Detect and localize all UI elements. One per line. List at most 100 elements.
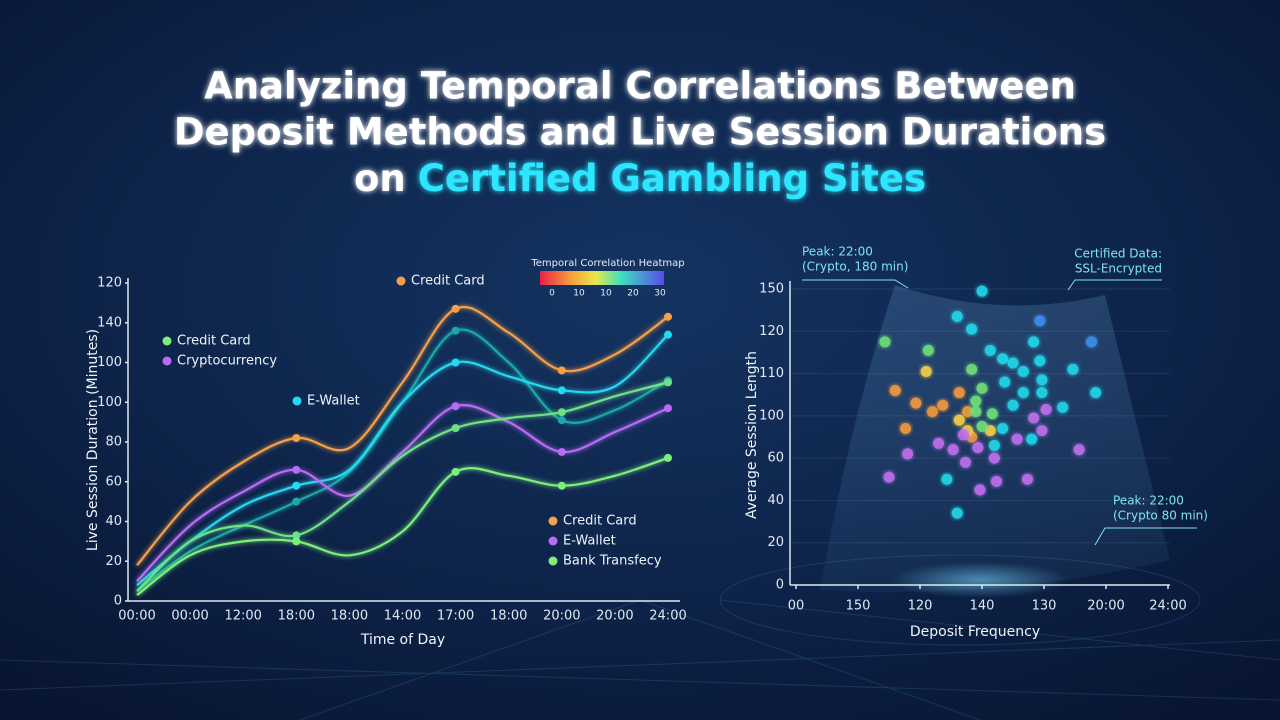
scatter-point — [1090, 387, 1102, 399]
x-axis-title: Time of Day — [360, 632, 445, 648]
scatter-point — [941, 473, 953, 485]
x-tick-label: 150 — [846, 599, 871, 614]
scatter-point — [988, 439, 1000, 451]
scatter-point — [997, 353, 1009, 365]
scatter-point — [1036, 425, 1048, 437]
series-point — [451, 326, 460, 335]
y-tick-label: 150 — [759, 282, 784, 297]
scatter-point — [999, 376, 1011, 388]
scatter-point — [990, 475, 1002, 487]
series-point — [557, 447, 566, 456]
scatter-panel — [820, 285, 1170, 592]
heatmap-tick-label: 20 — [627, 289, 639, 299]
annotation-leader — [1094, 527, 1197, 546]
legend-swatch — [548, 536, 558, 546]
y-tick-label: 0 — [114, 594, 122, 609]
scatter-point — [920, 365, 932, 377]
x-tick-label: 20:00 — [596, 609, 633, 624]
legend-label: E-Wallet — [563, 534, 616, 549]
scatter-point — [1036, 387, 1048, 399]
x-tick-label: 20:00 — [1087, 599, 1124, 614]
series-point — [451, 304, 460, 313]
scatter-point — [951, 310, 963, 322]
x-tick-label: 20:00 — [543, 609, 580, 624]
y-tick-label: 100 — [97, 395, 122, 410]
scatter-point — [1021, 473, 1033, 485]
legend-label: Cryptocurrency — [177, 354, 277, 369]
series-point — [664, 312, 672, 321]
scatter-point — [970, 406, 982, 418]
scatter-point — [1057, 401, 1069, 413]
scatter-point — [1086, 336, 1098, 348]
series-point — [664, 404, 672, 413]
y-tick-label: 40 — [767, 493, 784, 508]
x-tick-label: 140 — [970, 599, 995, 614]
scatter-point — [997, 423, 1009, 435]
scatter-point — [922, 344, 934, 356]
x-tick-label: 120 — [908, 599, 933, 614]
y-axis-title: Live Session Duration (Minutes) — [85, 329, 101, 551]
scatter-point — [889, 384, 901, 396]
scatter-point — [1073, 444, 1085, 456]
y-tick-label: 80 — [105, 435, 122, 450]
y-axis-title: Average Session Length — [744, 351, 760, 519]
heatmap-tick-label: 10 — [600, 289, 612, 299]
panel-glow — [890, 562, 1070, 598]
series-point — [292, 497, 301, 506]
scatter-point — [947, 444, 959, 456]
legend-label: Credit Card — [177, 334, 251, 349]
scatter-point — [1036, 374, 1048, 386]
legend-swatch — [162, 356, 172, 366]
legend-label: Credit Card — [563, 514, 637, 529]
title-line: Analyzing Temporal Correlations Between — [204, 65, 1076, 108]
series-line — [136, 404, 669, 582]
scatter-point — [976, 285, 988, 297]
title-line: on Certified Gambling Sites — [354, 157, 926, 200]
scatter-point — [1026, 433, 1038, 445]
series-point — [292, 465, 301, 474]
y-tick-label: 20 — [105, 554, 122, 569]
series-line — [136, 456, 669, 596]
scatter-point — [953, 387, 965, 399]
x-tick-label: 17:00 — [437, 609, 474, 624]
scatter-point — [883, 471, 895, 483]
y-tick-label: 120 — [97, 276, 122, 291]
scatter-point — [910, 397, 922, 409]
scatter-point — [1028, 412, 1040, 424]
scatter-point — [988, 452, 1000, 464]
x-tick-label: 12:00 — [224, 609, 261, 624]
series-point — [557, 481, 566, 490]
legend-swatch — [292, 396, 302, 406]
x-axis-title: Deposit Frequency — [910, 624, 1040, 640]
series-point — [292, 531, 301, 540]
x-tick-label: 18:00 — [278, 609, 315, 624]
scatter-point — [984, 344, 996, 356]
legend-label: Bank Transfecy — [563, 554, 662, 569]
series-point — [664, 378, 672, 387]
scatter-point — [902, 448, 914, 460]
scatter-point — [1034, 355, 1046, 367]
scatter-point — [1007, 399, 1019, 411]
scatter-point — [974, 484, 986, 496]
x-tick-label: 24:00 — [649, 609, 686, 624]
title-line: Deposit Methods and Live Session Duratio… — [174, 111, 1106, 154]
title-highlight: Certified Gambling Sites — [418, 157, 926, 200]
scatter-point — [1028, 336, 1040, 348]
y-tick-label: 0 — [776, 578, 784, 593]
legend-swatch — [548, 556, 558, 566]
annotation-leader — [1067, 279, 1162, 291]
annotation-text: (Crypto, 180 min) — [802, 260, 908, 274]
y-tick-label: 40 — [105, 514, 122, 529]
series-point — [451, 402, 460, 411]
scatter-point — [926, 406, 938, 418]
series-point — [664, 453, 672, 462]
legend-label: Credit Card — [411, 274, 485, 289]
heatmap-tick-label: 30 — [654, 289, 666, 299]
scatter-point — [966, 323, 978, 335]
series-point — [292, 481, 301, 490]
annotation-text: SSL-Encrypted — [1075, 262, 1162, 276]
scatter-point — [962, 406, 974, 418]
annotation-leader — [802, 279, 909, 289]
series-point — [451, 467, 460, 476]
